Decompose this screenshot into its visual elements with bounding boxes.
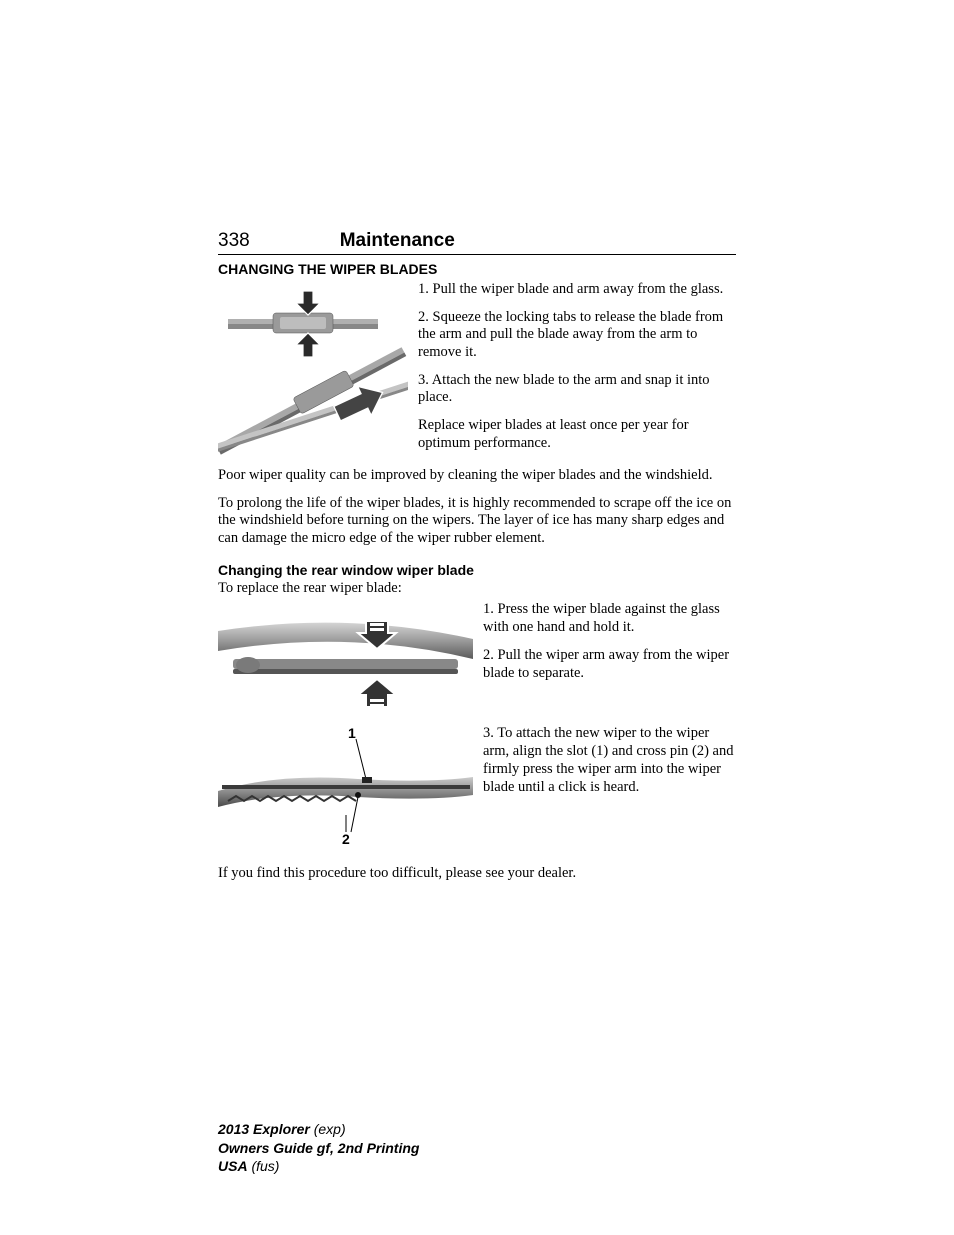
section-heading-2: Changing the rear window wiper blade [218,562,736,578]
page-number: 338 [218,230,250,252]
chapter-title: Maintenance [340,230,455,252]
footer-line-1: 2013 Explorer (exp) [218,1120,419,1138]
s2-closing: If you find this procedure too difficult… [218,865,736,883]
footer-region: USA [218,1158,248,1174]
footer-model: 2013 Explorer [218,1121,310,1137]
front-wiper-diagram [218,283,408,463]
s1-para2: To prolong the life of the wiper blades,… [218,495,736,548]
callout-1: 1 [348,725,356,741]
footer-code-2: (fus) [248,1158,280,1174]
s1-para1: Poor wiper quality can be improved by cl… [218,467,736,485]
footer-line-2: Owners Guide gf, 2nd Printing [218,1139,419,1157]
section-heading-1: CHANGING THE WIPER BLADES [218,261,736,277]
s2-intro: To replace the rear wiper blade: [218,580,736,598]
callout-2: 2 [342,831,350,847]
page-header: 338 Maintenance [218,230,736,255]
rear-wiper-diagram-2: 1 2 [218,727,473,849]
manual-page: 338 Maintenance CHANGING THE WIPER BLADE… [0,0,954,1235]
footer-line-3: USA (fus) [218,1157,419,1175]
page-footer: 2013 Explorer (exp) Owners Guide gf, 2nd… [218,1120,419,1175]
rear-wiper-diagram-1 [218,603,473,721]
footer-code-1: (exp) [310,1121,346,1137]
